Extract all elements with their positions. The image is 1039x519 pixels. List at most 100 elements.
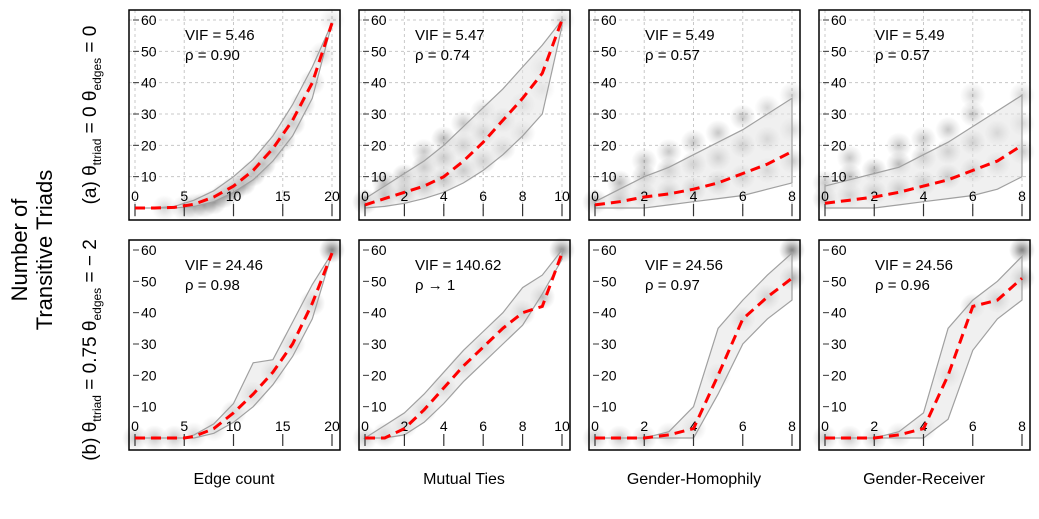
panel-b-1-xtick-label: 0 [131,418,139,434]
panel-a-3-frame [588,9,801,221]
panel-a-4-xtick-label: 6 [969,188,977,204]
panel-b-2-xtick-label: 4 [440,418,448,434]
panel-b-4-ytick-label: 60 [831,242,847,258]
panel-b-2-mean-line [365,252,564,440]
panel-b-4-frame [818,239,1031,451]
panel-b-1-ytick-label: 10 [141,399,157,415]
panel-a-1-xtick-label: 5 [180,188,188,204]
panel-b-1-density-blob [319,237,345,263]
panel-a-4-annotation-2: ρ = 0.57 [875,47,930,64]
panel-a-4-xtick-label: 8 [1018,188,1026,204]
panel-a-1-ytick-label: 40 [141,75,157,91]
panel-a-2: 0 2 4 6 8 10 10 20 30 40 50 60 VIF = 5.47 ρ = 0.74 [352,7,575,221]
panel-b-1-ytick-label: 50 [141,273,157,289]
panel-a-1-ytick-label: 10 [141,169,157,185]
panel-b-1-ytick-label: 30 [141,336,157,352]
panel-a-3-xtick-label: 8 [788,188,796,204]
panel-a-4-ytick-label: 30 [831,106,847,122]
panel-b-2-background [359,240,570,450]
panel-b-1-ytick-label: 60 [141,242,157,258]
panel-a-4-frame [818,9,1031,221]
panel-a-1-xtick-label: 15 [275,188,291,204]
panel-a-3-annotation-1: VIF = 5.49 [645,27,715,44]
row-label-b-eq1: = 0.75 [80,331,101,395]
panel-b-3-ytick-label: 10 [601,399,617,415]
panel-a-1-ytick-label: 20 [141,137,157,153]
panel-b-3-annotation-1: VIF = 24.56 [645,257,723,274]
panel-b-3-xtick-label: 8 [788,418,796,434]
panel-a-3-density-blob [680,129,707,156]
row-label-a-sub2: edges [90,58,104,91]
panel-a-2-xtick-label: 4 [440,188,448,204]
panel-a-2-xtick-label: 2 [401,188,409,204]
row-label-a: (a) θttriad = 0 θedges = 0 [80,26,104,205]
panel-b-2-confidence-band [362,248,563,439]
panel-b-4-xtick-label: 8 [1018,418,1026,434]
panel-a-3-density-blob [655,138,682,165]
panel-a-4-ytick-label: 40 [831,75,847,91]
panel-b-2-xtick-label: 2 [401,418,409,434]
panel-b-3-xtick-label: 6 [739,418,747,434]
panel-a-3-ytick-label: 10 [601,169,617,185]
panel-b-2-xtick-label: 0 [361,418,369,434]
panel-b-1-xtick-label: 10 [226,418,242,434]
row-label-a-sub1: ttriad [90,139,104,166]
row-label-b: (b) θttriad = 0.75 θedges = − 2 [80,239,104,461]
row-label-a-eq2: = 0 [80,26,101,58]
column-label-mutual-ties: Mutual Ties [423,471,505,488]
panel-b-4-ytick-label: 20 [831,367,847,383]
panel-a-3-ytick-label: 30 [601,106,617,122]
panel-a-3-ytick-label: 40 [601,75,617,91]
panel-b-4-annotation-2: ρ = 0.96 [875,277,930,294]
panel-a-2-annotation-2: ρ = 0.74 [415,47,470,64]
panel-b-3-annotation-2: ρ = 0.97 [645,277,700,294]
row-label-a-theta2: θ [80,91,101,102]
panel-a-2-ytick-label: 50 [371,43,387,59]
panel-a-2-annotation-1: VIF = 5.47 [415,27,485,44]
panel-a-2-xtick-label: 6 [479,188,487,204]
panel-a-2-ytick-label: 10 [371,169,387,185]
panel-b-2-xtick-label: 6 [479,418,487,434]
panel-b-4-ytick-label: 10 [831,399,847,415]
panel-a-1-ytick-label: 60 [141,12,157,28]
panel-a-3-ytick-label: 50 [601,43,617,59]
panel-b-2-ytick-label: 60 [371,242,387,258]
y-axis-label-line2: Transitive Triads [32,170,57,331]
panel-b-4-xtick-label: 2 [870,418,878,434]
panel-a-4-xtick-label: 4 [920,188,928,204]
row-label-b-sub1: ttriad [90,395,104,422]
panel-b-2-frame [358,239,571,451]
column-label-gender-homophily: Gender-Homophily [627,471,761,488]
panel-a-4-xtick-label: 0 [821,188,829,204]
row-label-a-eq1: = 0 [80,101,101,139]
panel-a-4-density-blob [836,144,863,171]
row-label-b-prefix: (b) [80,432,101,461]
panel-a-4-density-blob [885,132,912,159]
panel-a-2-xtick-label: 0 [361,188,369,204]
panel-b-1-ytick-label: 20 [141,367,157,383]
panel-b-1-xtick-label: 20 [324,418,340,434]
panel-a-3-density-blob [779,82,805,109]
panel-a-1-annotation-1: VIF = 5.46 [185,27,255,44]
row-label-b-theta2: θ [80,321,101,332]
panel-b-1-ytick-label: 40 [141,305,157,321]
panel-a-1: 0 5 10 15 20 10 20 30 40 50 60 VIF = 5.46 ρ = 0.90 [128,7,345,221]
panel-b-3-confidence-band [595,251,793,439]
panel-a-1-xtick-label: 10 [226,188,242,204]
panel-a-3-annotation-2: ρ = 0.57 [645,47,700,64]
panel-a-4-density-blob [959,82,986,109]
panel-b-3-ytick-label: 20 [601,367,617,383]
panel-a-3-xtick-label: 0 [591,188,599,204]
panel-b-3-xtick-label: 0 [591,418,599,434]
panel-a-2-ytick-label: 20 [371,137,387,153]
y-axis-label-line1: Number of [7,198,32,302]
column-label-gender-receiver: Gender-Receiver [863,471,986,488]
row-label-b-eq2: = − 2 [80,239,101,288]
row-label-a-prefix: (a) [80,176,101,205]
panel-a-2-ytick-label: 40 [371,75,387,91]
